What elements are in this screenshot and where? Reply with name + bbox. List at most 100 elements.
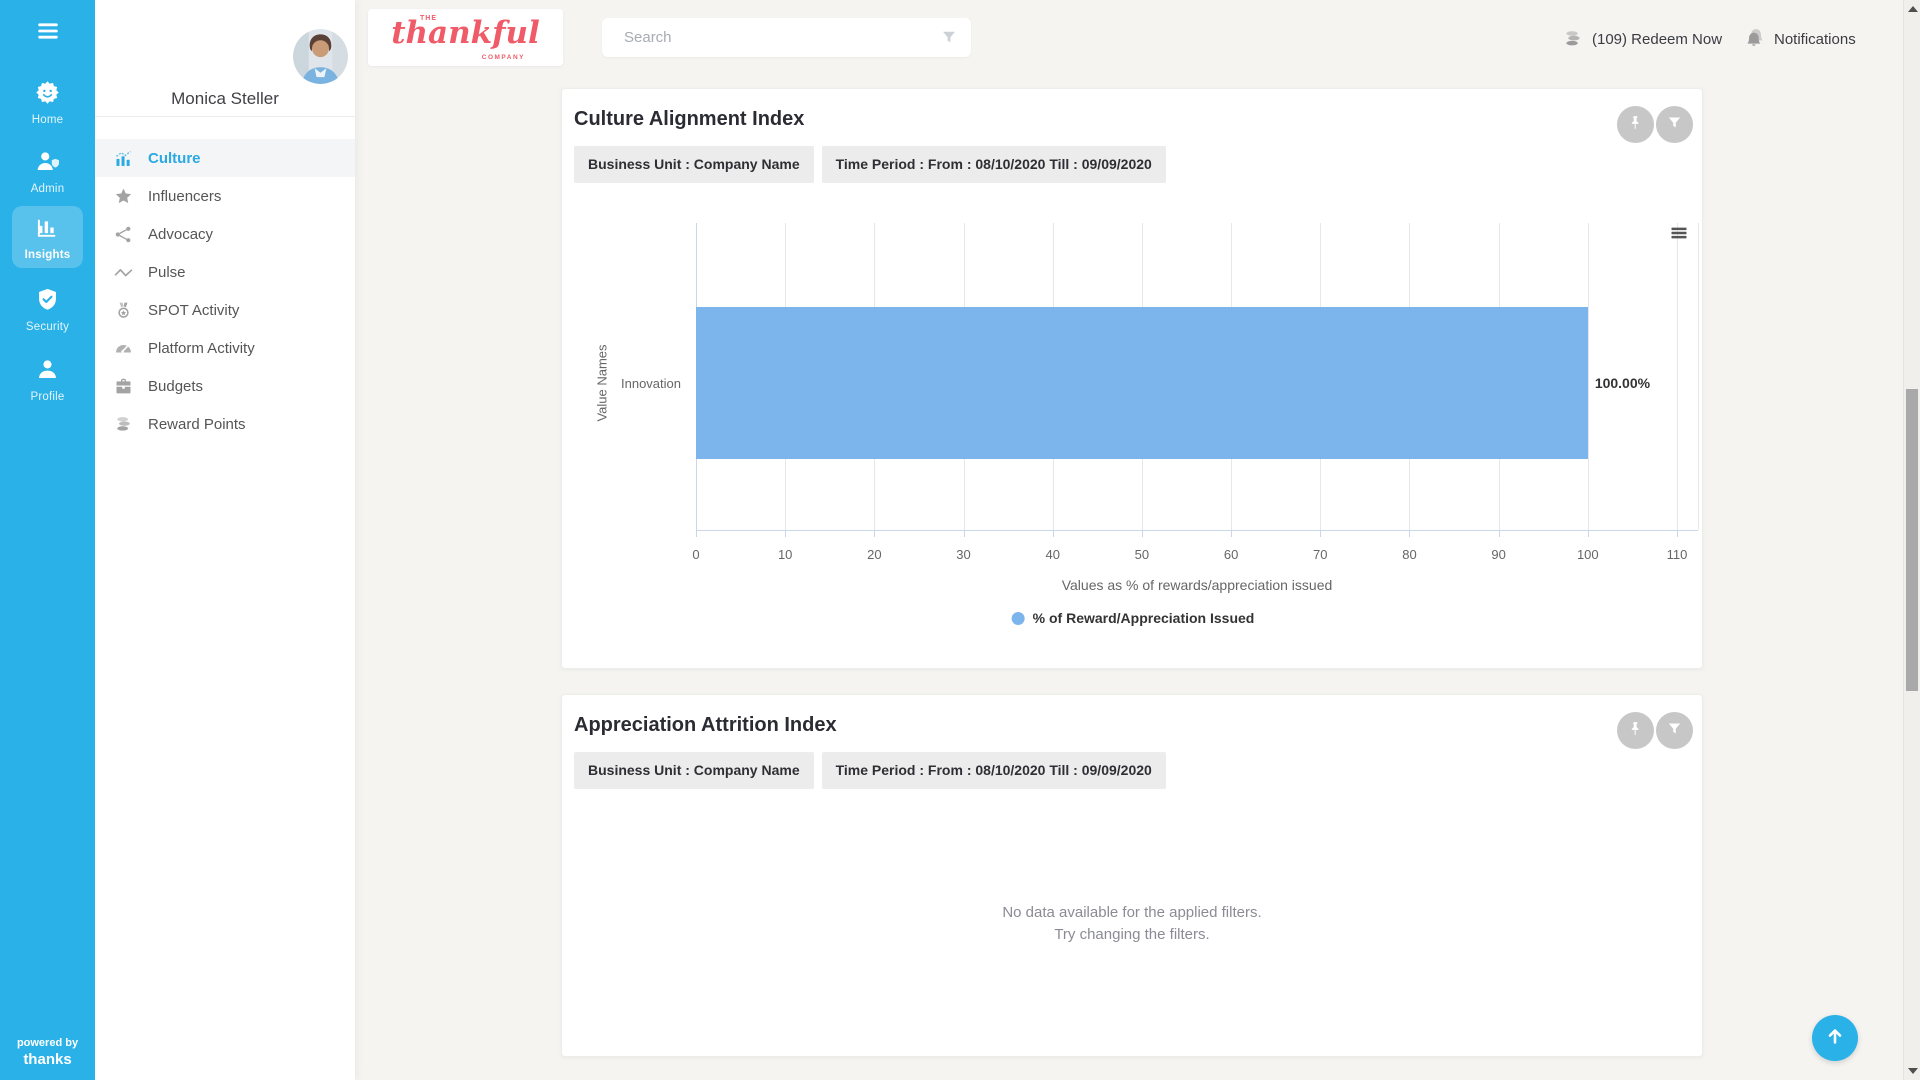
bell-icon (1744, 28, 1766, 50)
sidebar-item-spot-activity[interactable]: SPOT Activity (95, 291, 355, 329)
no-data-line2: Try changing the filters. (1054, 926, 1210, 943)
legend-label: % of Reward/Appreciation Issued (1032, 610, 1255, 626)
x-tickmark (1052, 530, 1054, 537)
sidebar-item-reward-points[interactable]: Reward Points (95, 405, 355, 443)
filter-button[interactable] (1656, 106, 1693, 143)
brand-logo-company: COMPANY (481, 54, 525, 61)
brand-logo-the: THE (420, 15, 437, 22)
security-icon (34, 286, 61, 313)
filter-button[interactable] (1656, 712, 1693, 749)
profile-icon (34, 356, 61, 383)
culture-filter-chips: Business Unit : Company Name Time Period … (574, 146, 1166, 183)
scroll-to-top-button[interactable] (1812, 1015, 1858, 1061)
scrollbar-thumb[interactable] (1906, 389, 1918, 691)
rail-item-label: Security (25, 321, 70, 333)
briefcase-icon (113, 376, 134, 397)
x-tick-label: 10 (777, 547, 793, 562)
search-input[interactable] (602, 18, 971, 57)
powered-by: powered by thanks (0, 1037, 95, 1068)
x-tick-label: 80 (1402, 547, 1417, 562)
sidebar-item-label: Influencers (148, 187, 222, 205)
star-icon (113, 186, 134, 207)
pulse-line-icon (113, 262, 134, 283)
culture-card-actions (1617, 106, 1693, 143)
attrition-card-title: Appreciation Attrition Index (574, 714, 837, 736)
share-network-icon (113, 224, 134, 245)
primary-sidebar-rail: Home Admin Insights Security Profile powered… (0, 0, 95, 1080)
sidebar-item-budgets[interactable]: Budgets (95, 367, 355, 405)
sidebar-divider (95, 116, 355, 117)
x-tickmark (1231, 530, 1233, 537)
legend-marker (1011, 611, 1025, 625)
notifications-label: Notifications (1774, 30, 1856, 48)
appreciation-attrition-card: Appreciation Attrition Index Business Un… (561, 694, 1703, 1057)
sidebar-item-label: Pulse (148, 263, 186, 281)
home-icon (34, 79, 61, 106)
x-tickmark (874, 530, 876, 537)
gauge-icon (113, 338, 134, 359)
rail-item-home[interactable]: Home (0, 79, 95, 126)
x-axis-line (696, 530, 1698, 531)
culture-chart-icon (113, 148, 134, 169)
sidebar-item-label: Culture (148, 149, 201, 167)
rail-item-admin[interactable]: Admin (0, 148, 95, 195)
no-data-message: No data available for the applied filter… (562, 902, 1702, 946)
x-tick-label: 40 (1045, 547, 1060, 562)
redeem-now-button[interactable]: (109) Redeem Now (1562, 28, 1722, 50)
secondary-sidebar: Monica Steller Culture Influencers Advocac… (95, 0, 355, 1080)
brand-logo-name: thankful (391, 15, 540, 51)
x-tick-label: 110 (1666, 547, 1688, 562)
rail-item-insights[interactable]: Insights (12, 206, 83, 268)
legend-item[interactable]: % of Reward/Appreciation Issued (1011, 610, 1255, 626)
bar-innovation[interactable] (696, 307, 1588, 459)
pin-icon (1627, 720, 1644, 742)
hamburger-menu-button[interactable] (35, 18, 61, 44)
chart-menu-icon (1667, 227, 1691, 247)
filter-chip: Business Unit : Company Name (574, 146, 814, 183)
category-label: Innovation (621, 376, 681, 391)
sidebar-item-influencers[interactable]: Influencers (95, 177, 355, 215)
sidebar-item-label: Platform Activity (148, 339, 255, 357)
x-tick-label: 60 (1223, 547, 1239, 562)
x-tickmark (1141, 530, 1143, 537)
scrollbar-up-arrow[interactable] (1908, 6, 1918, 12)
search-filter-icon[interactable] (940, 28, 958, 46)
chart-context-menu-button[interactable] (1667, 223, 1695, 245)
no-data-line1: No data available for the applied filter… (1002, 904, 1262, 921)
medal-icon (113, 300, 134, 321)
sidebar-item-label: Advocacy (148, 225, 214, 243)
page-scrollbar (1903, 0, 1920, 1080)
sidebar-item-platform-activity[interactable]: Platform Activity (95, 329, 355, 367)
x-tickmark (785, 530, 787, 537)
up-arrow-icon (1824, 1025, 1846, 1052)
coins-icon (1562, 28, 1584, 50)
insights-icon (34, 214, 61, 241)
sidebar-item-pulse[interactable]: Pulse (95, 253, 355, 291)
sidebar-item-advocacy[interactable]: Advocacy (95, 215, 355, 253)
sidebar-item-label: SPOT Activity (148, 301, 240, 319)
pin-button[interactable] (1617, 712, 1654, 749)
x-tickmark (696, 530, 697, 537)
brand-logo[interactable]: THE thankful COMPANY (368, 9, 563, 66)
scrollbar-down-arrow[interactable] (1908, 1068, 1918, 1074)
sidebar-item-culture[interactable]: Culture (95, 139, 355, 177)
x-tickmark (1677, 530, 1678, 537)
rail-item-label: Insights (24, 249, 71, 261)
x-tick-label: 70 (1313, 547, 1328, 562)
search-box (602, 18, 971, 57)
x-tick-label: 20 (867, 547, 882, 562)
pin-button[interactable] (1617, 106, 1654, 143)
x-axis-title: Values as % of rewards/appreciation issu… (1061, 577, 1333, 593)
user-name: Monica Steller (171, 89, 279, 108)
culture-card-title: Culture Alignment Index (574, 108, 805, 130)
x-tickmark (1498, 530, 1500, 537)
rail-item-profile[interactable]: Profile (0, 356, 95, 403)
notifications-button[interactable]: Notifications (1744, 28, 1856, 50)
rail-item-security[interactable]: Security (0, 286, 95, 333)
x-tick-label: 50 (1134, 547, 1150, 562)
filter-chip: Time Period : From : 08/10/2020 Till : 0… (821, 146, 1166, 183)
hamburger-icon (35, 23, 61, 48)
culture-alignment-card: Culture Alignment Index Business Unit : … (561, 88, 1703, 669)
coins-icon (113, 414, 134, 435)
